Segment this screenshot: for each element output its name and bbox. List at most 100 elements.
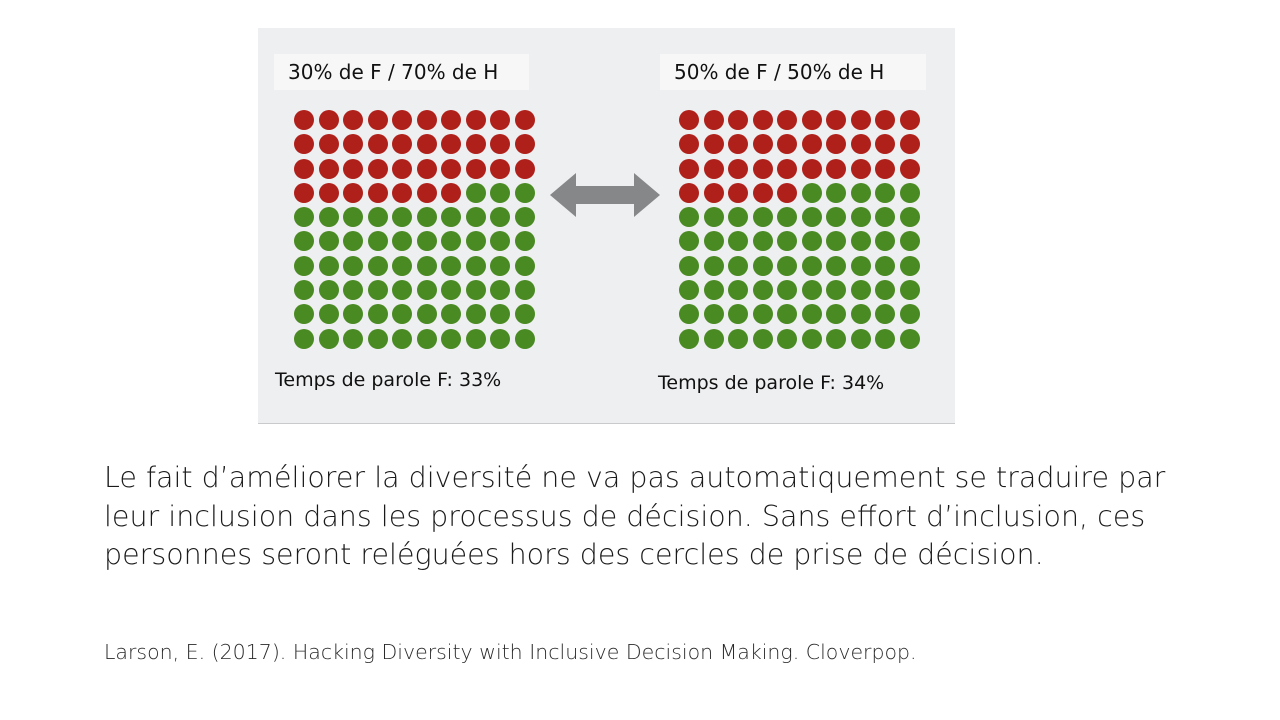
red-dot <box>465 158 486 179</box>
green-dot <box>318 255 339 276</box>
green-dot <box>752 304 773 325</box>
green-dot <box>367 304 388 325</box>
green-dot <box>514 328 535 349</box>
red-dot <box>514 110 535 130</box>
red-dot <box>777 134 797 155</box>
green-dot <box>850 328 871 349</box>
green-dot <box>703 255 724 276</box>
green-dot <box>777 231 797 252</box>
red-dot <box>318 158 339 179</box>
green-dot <box>728 280 748 301</box>
green-dot <box>801 255 822 276</box>
green-dot <box>826 280 846 301</box>
green-dot <box>490 280 510 301</box>
green-dot <box>490 182 510 203</box>
red-dot <box>875 158 895 179</box>
green-dot <box>367 231 388 252</box>
red-dot <box>392 182 412 203</box>
green-dot <box>826 328 846 349</box>
red-dot <box>752 110 773 130</box>
red-dot <box>416 158 437 179</box>
red-dot <box>318 110 339 130</box>
green-dot <box>318 304 339 325</box>
green-dot <box>367 207 388 228</box>
red-dot <box>416 110 437 130</box>
green-dot <box>294 255 314 276</box>
red-dot <box>850 158 871 179</box>
green-dot <box>703 231 724 252</box>
green-dot <box>752 207 773 228</box>
red-dot <box>850 134 871 155</box>
red-dot <box>826 158 846 179</box>
green-dot <box>850 304 871 325</box>
green-dot <box>679 255 699 276</box>
red-dot <box>752 134 773 155</box>
red-dot <box>875 110 895 130</box>
green-dot <box>392 328 412 349</box>
green-dot <box>875 280 895 301</box>
red-dot <box>441 110 461 130</box>
green-dot <box>465 280 486 301</box>
left-dot-grid <box>294 110 535 349</box>
green-dot <box>318 328 339 349</box>
red-dot <box>514 158 535 179</box>
green-dot <box>826 231 846 252</box>
red-dot <box>367 110 388 130</box>
green-dot <box>850 182 871 203</box>
red-dot <box>441 182 461 203</box>
double-headed-arrow-icon <box>550 173 660 217</box>
green-dot <box>441 304 461 325</box>
red-dot <box>679 182 699 203</box>
red-dot <box>728 110 748 130</box>
green-dot <box>752 280 773 301</box>
green-dot <box>826 182 846 203</box>
green-dot <box>826 255 846 276</box>
green-dot <box>441 280 461 301</box>
citation: Larson, E. (2017). Hacking Diversity wit… <box>104 640 917 664</box>
green-dot <box>679 328 699 349</box>
green-dot <box>465 207 486 228</box>
green-dot <box>318 231 339 252</box>
red-dot <box>679 158 699 179</box>
green-dot <box>752 255 773 276</box>
red-dot <box>392 134 412 155</box>
red-dot <box>514 134 535 155</box>
green-dot <box>801 280 822 301</box>
green-dot <box>514 231 535 252</box>
green-dot <box>899 304 920 325</box>
green-dot <box>367 280 388 301</box>
red-dot <box>826 134 846 155</box>
red-dot <box>679 134 699 155</box>
green-dot <box>850 207 871 228</box>
red-dot <box>294 182 314 203</box>
green-dot <box>514 182 535 203</box>
green-dot <box>294 280 314 301</box>
red-dot <box>392 158 412 179</box>
body-paragraph: Le fait d’améliorer la diversité ne va p… <box>104 461 1166 571</box>
green-dot <box>850 280 871 301</box>
green-dot <box>514 304 535 325</box>
green-dot <box>490 207 510 228</box>
green-dot <box>367 255 388 276</box>
green-dot <box>899 255 920 276</box>
red-dot <box>490 158 510 179</box>
green-dot <box>294 207 314 228</box>
green-dot <box>416 304 437 325</box>
red-dot <box>343 110 363 130</box>
green-dot <box>801 231 822 252</box>
green-dot <box>875 207 895 228</box>
green-dot <box>703 328 724 349</box>
green-dot <box>514 207 535 228</box>
green-dot <box>514 255 535 276</box>
green-dot <box>875 231 895 252</box>
green-dot <box>777 328 797 349</box>
red-dot <box>679 110 699 130</box>
green-dot <box>294 304 314 325</box>
red-dot <box>343 134 363 155</box>
green-dot <box>343 280 363 301</box>
green-dot <box>367 328 388 349</box>
green-dot <box>777 304 797 325</box>
green-dot <box>343 231 363 252</box>
green-dot <box>465 182 486 203</box>
green-dot <box>801 207 822 228</box>
